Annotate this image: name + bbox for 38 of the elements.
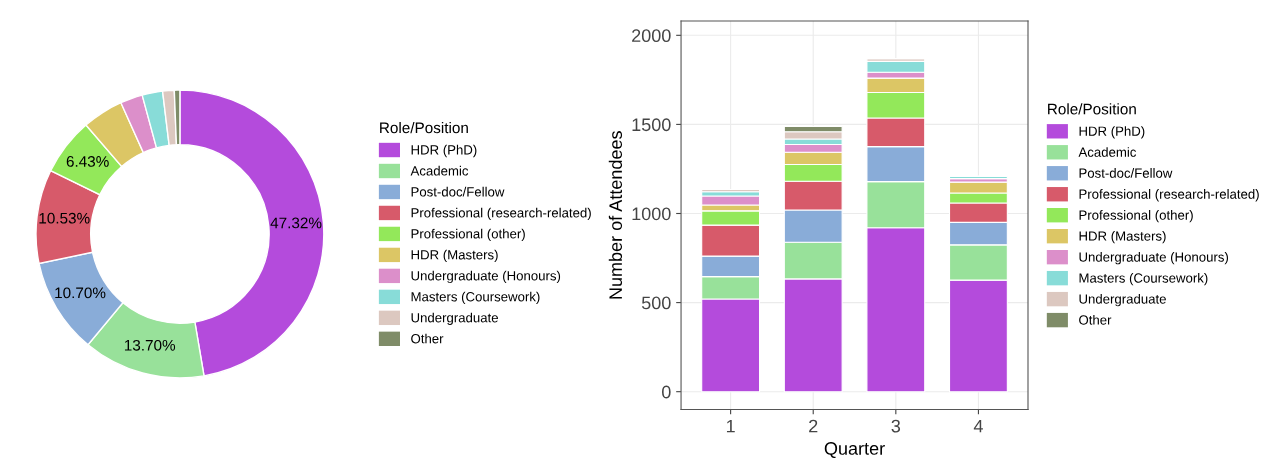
legend-label: Professional (research-related) bbox=[411, 207, 591, 221]
y-tick-label: 1500 bbox=[632, 118, 671, 132]
y-tick-label: 0 bbox=[661, 385, 671, 399]
y-tick-label: 500 bbox=[641, 296, 671, 310]
legend-label: Academic bbox=[410, 165, 469, 176]
legend-label: Undergraduate bbox=[1079, 293, 1166, 307]
y-axis-title: Number of Attendees bbox=[608, 131, 623, 299]
data-label: 10.70% bbox=[55, 287, 106, 299]
legend-label: Post-doc/Fellow bbox=[411, 186, 505, 197]
legend-label: Masters (Coursework) bbox=[1079, 273, 1208, 286]
legend-title: Role/Position bbox=[380, 121, 468, 134]
legend-label: HDR (Masters) bbox=[411, 249, 498, 263]
legend-label: HDR (Masters) bbox=[1079, 231, 1166, 244]
legend-label: Masters (Coursework) bbox=[411, 291, 540, 305]
data-label: 10.53% bbox=[39, 212, 90, 224]
data-label: 6.43% bbox=[66, 156, 109, 167]
legend-label: Undergraduate bbox=[411, 312, 498, 325]
x-tick-label: 1 bbox=[726, 419, 735, 433]
legend-label: Academic bbox=[1078, 147, 1137, 157]
legend-label: Professional (research-related) bbox=[1079, 189, 1259, 202]
y-tick-label: 2000 bbox=[632, 29, 671, 43]
legend-label: Undergraduate (Honours) bbox=[411, 270, 561, 284]
legend-label: Professional (other) bbox=[1079, 210, 1193, 223]
x-axis-title: Quarter bbox=[824, 442, 885, 459]
legend-label: Post-doc/Fellow bbox=[1079, 168, 1173, 178]
legend-label: Undergraduate (Honours) bbox=[1079, 252, 1229, 265]
legend-label: Other bbox=[1079, 314, 1112, 325]
y-tick-label: 1000 bbox=[632, 207, 671, 221]
legend-label: Professional (other) bbox=[411, 228, 525, 242]
x-tick-label: 3 bbox=[891, 419, 901, 433]
legend-label: HDR (PhD) bbox=[411, 144, 477, 158]
legend-title: Role/Position bbox=[1048, 103, 1136, 115]
x-tick-label: 4 bbox=[973, 419, 983, 433]
data-label: 47.32% bbox=[270, 217, 322, 229]
data-label: 13.70% bbox=[124, 339, 176, 351]
legend-label: HDR (PhD) bbox=[1079, 126, 1145, 139]
x-tick-label: 2 bbox=[809, 419, 818, 433]
legend-label: Other bbox=[411, 333, 444, 344]
